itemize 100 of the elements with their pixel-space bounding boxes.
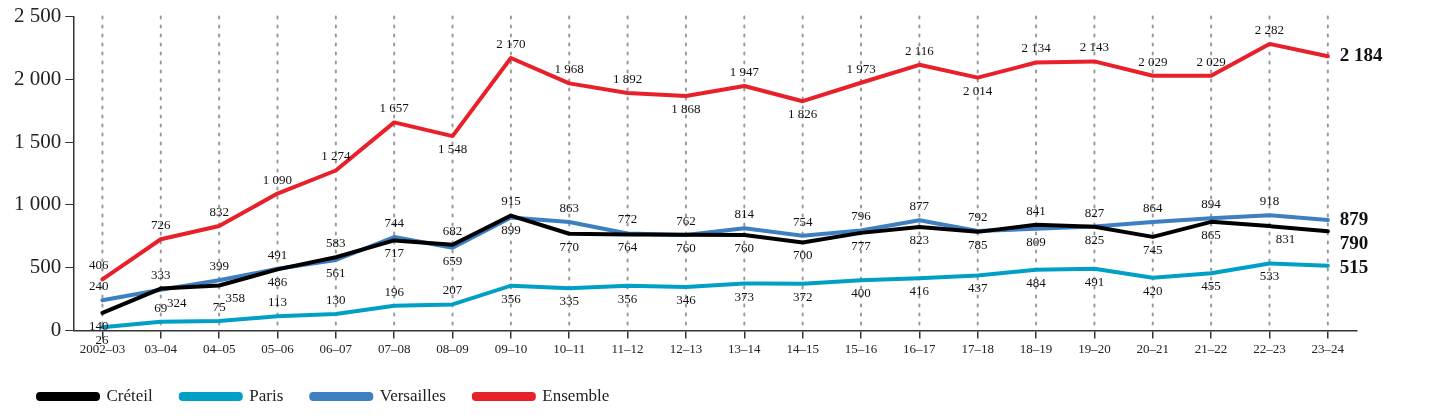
data-label: 324 bbox=[167, 294, 188, 310]
x-tick-label: 07–08 bbox=[377, 340, 411, 356]
data-label: 1 947 bbox=[729, 63, 760, 79]
data-label: 832 bbox=[209, 203, 229, 219]
data-label: 416 bbox=[909, 283, 930, 299]
x-tick-label: 06–07 bbox=[319, 340, 353, 356]
data-label: 420 bbox=[1143, 282, 1163, 298]
data-label: 760 bbox=[676, 239, 696, 255]
data-label: 1 274 bbox=[321, 148, 351, 164]
data-label: 918 bbox=[1259, 193, 1280, 209]
y-tick-label: 1 000 bbox=[14, 191, 62, 216]
x-tick-label: 14–15 bbox=[786, 340, 819, 356]
data-label: 196 bbox=[384, 283, 405, 299]
data-label: 825 bbox=[1084, 231, 1105, 247]
data-label: 682 bbox=[442, 222, 463, 238]
data-label: 915 bbox=[501, 193, 521, 209]
data-label: 400 bbox=[851, 285, 871, 301]
x-tick-label: 04–05 bbox=[202, 340, 236, 356]
data-label: 754 bbox=[792, 213, 813, 229]
data-label: 455 bbox=[1201, 278, 1221, 294]
data-label: 130 bbox=[326, 292, 346, 307]
x-tick-label: 12–13 bbox=[669, 340, 703, 356]
data-label: 2 184 bbox=[1339, 44, 1384, 66]
data-label: 865 bbox=[1201, 226, 1221, 242]
x-tick-label: 05–06 bbox=[261, 340, 295, 356]
data-label: 2 116 bbox=[904, 42, 935, 58]
data-label: 533 bbox=[1259, 268, 1280, 284]
data-label: 358 bbox=[225, 290, 245, 306]
data-label: 809 bbox=[1026, 233, 1046, 249]
x-tick-label: 23–24 bbox=[1311, 340, 1345, 356]
data-label: 2 143 bbox=[1079, 39, 1110, 55]
data-label: 659 bbox=[442, 252, 463, 268]
data-label: 841 bbox=[1026, 202, 1046, 218]
data-label: 894 bbox=[1201, 196, 1222, 212]
data-label: 2 282 bbox=[1254, 21, 1285, 37]
y-tick-label: 2 500 bbox=[14, 3, 62, 28]
data-label: 346 bbox=[676, 291, 697, 307]
data-label: 406 bbox=[88, 257, 109, 273]
data-label: 2 029 bbox=[1196, 53, 1226, 69]
data-label: 113 bbox=[267, 294, 287, 310]
x-tick-label: 16–17 bbox=[903, 340, 937, 356]
data-label: 373 bbox=[734, 288, 755, 304]
data-label: 827 bbox=[1084, 204, 1105, 220]
x-tick-label: 11–12 bbox=[611, 340, 644, 356]
data-label: 1 892 bbox=[612, 70, 643, 86]
x-tick-label: 19–20 bbox=[1078, 340, 1111, 356]
x-tick-label: 03–04 bbox=[144, 340, 178, 356]
data-label: 796 bbox=[851, 208, 872, 224]
y-tick-label: 2 000 bbox=[14, 65, 62, 90]
data-label: 437 bbox=[967, 280, 988, 296]
x-tick-label: 09–10 bbox=[494, 340, 528, 356]
data-label: 484 bbox=[1026, 274, 1047, 290]
y-tick-label: 500 bbox=[29, 254, 62, 279]
legend-label: Ensemble bbox=[542, 385, 610, 405]
y-tick-label: 0 bbox=[50, 316, 62, 341]
x-tick-label: 18–19 bbox=[1019, 340, 1053, 356]
data-label: 726 bbox=[151, 217, 172, 233]
data-label: 561 bbox=[326, 264, 346, 280]
data-label: 700 bbox=[792, 247, 813, 263]
x-tick-label: 22–23 bbox=[1253, 340, 1286, 356]
data-label: 831 bbox=[1275, 231, 1296, 247]
data-label: 864 bbox=[1143, 199, 1164, 215]
legend-label: Créteil bbox=[106, 385, 154, 405]
data-label: 240 bbox=[88, 278, 109, 294]
data-label: 764 bbox=[617, 239, 638, 255]
data-label: 1 826 bbox=[788, 106, 818, 122]
x-tick-label: 21–22 bbox=[1194, 340, 1228, 356]
data-label: 899 bbox=[501, 222, 521, 238]
data-label: 745 bbox=[1143, 241, 1163, 257]
data-label: 2 014 bbox=[963, 82, 993, 98]
data-label: 356 bbox=[501, 290, 522, 306]
data-label: 335 bbox=[559, 293, 579, 309]
data-label: 372 bbox=[792, 288, 813, 304]
data-label: 770 bbox=[559, 238, 579, 254]
data-label: 777 bbox=[851, 237, 872, 253]
data-label: 762 bbox=[676, 212, 696, 228]
data-label: 2 029 bbox=[1138, 53, 1168, 69]
data-label: 814 bbox=[734, 206, 755, 222]
data-label: 333 bbox=[151, 266, 171, 282]
data-label: 792 bbox=[967, 208, 988, 224]
data-label: 879 bbox=[1339, 207, 1369, 229]
data-label: 1 548 bbox=[437, 141, 468, 157]
legend-label: Versailles bbox=[379, 385, 446, 405]
data-label: 399 bbox=[209, 258, 229, 274]
data-label: 1 968 bbox=[554, 61, 584, 77]
data-label: 1 868 bbox=[671, 100, 701, 116]
data-label: 207 bbox=[442, 282, 463, 298]
y-tick-label: 1 500 bbox=[14, 128, 62, 153]
data-label: 583 bbox=[326, 235, 346, 251]
data-label: 140 bbox=[88, 317, 109, 333]
data-label: 75 bbox=[212, 298, 226, 314]
data-label: 877 bbox=[909, 198, 930, 214]
data-label: 1 973 bbox=[846, 60, 876, 76]
x-tick-label: 20–21 bbox=[1136, 340, 1170, 356]
x-tick-label: 15–16 bbox=[844, 340, 878, 356]
data-label: 823 bbox=[909, 232, 930, 248]
data-label: 1 090 bbox=[262, 171, 293, 187]
legend-label: Paris bbox=[249, 385, 284, 405]
data-label: 744 bbox=[384, 214, 405, 230]
data-label: 491 bbox=[267, 246, 288, 262]
